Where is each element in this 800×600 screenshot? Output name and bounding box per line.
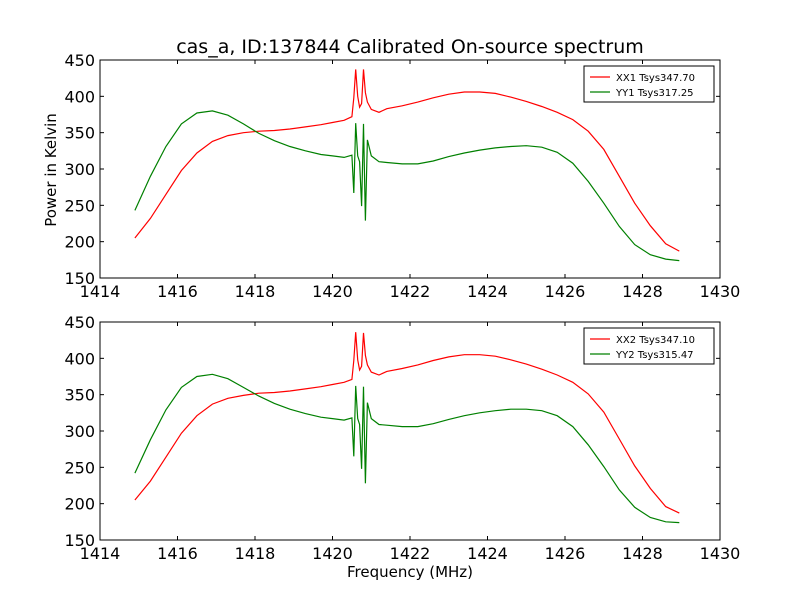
top-x-tick-label: 1430: [700, 282, 741, 301]
top-y-tick-label: 150: [64, 269, 95, 288]
bottom-legend: XX2 Tsys347.10 YY2 Tsys315.47: [583, 327, 715, 365]
top-x-tick-label: 1416: [157, 282, 198, 301]
bottom-legend-box: [583, 327, 715, 365]
bottom-x-tick-label: 1416: [157, 544, 198, 563]
bottom-series-line-1: [134, 332, 680, 514]
top-x-tick-label: 1422: [390, 282, 431, 301]
top-series-line-1: [134, 69, 680, 252]
bottom-plot-panel: 1414 1416 1418 1420 1422 1424 1426 1428 1430 150 2…: [64, 313, 740, 563]
chart-title: cas_a, ID:137844 Calibrated On-source sp…: [176, 36, 644, 58]
bottom-legend-label: XX2 Tsys347.10: [616, 335, 695, 346]
y-axis-label: Power in Kelvin: [42, 113, 60, 227]
bottom-x-tick-label: 1414: [80, 544, 121, 563]
top-y-tick-label: 250: [64, 196, 95, 215]
bottom-y-tick-label: 150: [64, 531, 95, 550]
top-series-line-2: [134, 110, 680, 262]
top-x-tick-label: 1428: [622, 282, 663, 301]
top-x-tick-label: 1414: [80, 282, 121, 301]
top-y-tick-label: 400: [64, 87, 95, 106]
bottom-y-tick-label: 350: [64, 386, 95, 405]
bottom-legend-label: YY2 Tsys315.47: [615, 350, 694, 361]
top-x-tick-label: 1418: [235, 282, 276, 301]
bottom-y-tick-label: 250: [64, 458, 95, 477]
top-legend-label: XX1 Tsys347.70: [616, 73, 695, 84]
top-y-tick-label: 300: [64, 160, 95, 179]
bottom-x-tick-label: 1428: [622, 544, 663, 563]
top-legend-label: YY1 Tsys317.25: [615, 88, 694, 99]
bottom-x-tick-label: 1424: [467, 544, 508, 563]
top-x-tick-label: 1426: [545, 282, 586, 301]
bottom-x-tick-label: 1426: [545, 544, 586, 563]
bottom-x-tick-label: 1422: [390, 544, 431, 563]
bottom-x-tick-label: 1420: [312, 544, 353, 563]
top-x-tick-label: 1420: [312, 282, 353, 301]
x-axis-label: Frequency (MHz): [347, 563, 473, 581]
bottom-y-tick-label: 400: [64, 349, 95, 368]
bottom-y-tick-label: 200: [64, 495, 95, 514]
bottom-x-tick-label: 1418: [235, 544, 276, 563]
top-y-tick-label: 350: [64, 124, 95, 143]
top-y-tick-label: 200: [64, 233, 95, 252]
top-plot-panel: 1414 1416 1418 1420 1422 1424 1426 1428 1430 150 2…: [64, 51, 740, 301]
bottom-y-tick-label: 450: [64, 313, 95, 332]
top-legend-box: [583, 65, 715, 103]
top-legend: XX1 Tsys347.70 YY1 Tsys317.25: [583, 65, 715, 103]
bottom-x-tick-label: 1430: [700, 544, 741, 563]
top-y-tick-label: 450: [64, 51, 95, 70]
bottom-series-line-2: [134, 373, 680, 524]
top-x-tick-label: 1424: [467, 282, 508, 301]
bottom-y-tick-label: 300: [64, 422, 95, 441]
